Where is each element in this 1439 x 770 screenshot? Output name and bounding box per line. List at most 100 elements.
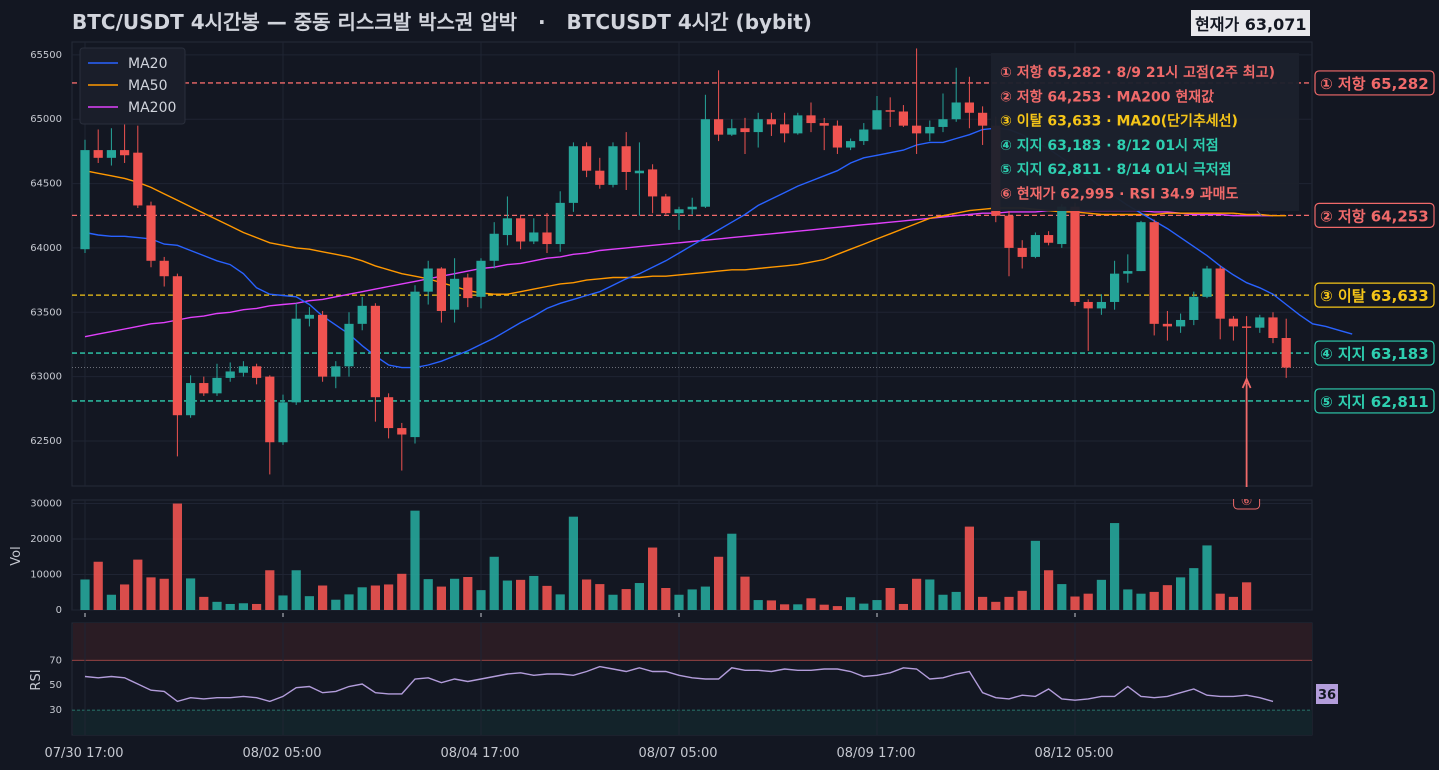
candle-body [397,428,407,435]
volume-bar [450,578,460,610]
candle-body [159,260,169,277]
rsi-axis-label: RSI [29,669,44,690]
volume-bar [291,570,301,610]
candle-body [331,366,341,377]
candle-body [555,202,565,245]
price-tick-label: 64500 [30,179,62,190]
volume-bar [898,603,908,610]
volume-bar [872,600,882,610]
volume-bar [991,601,1001,610]
candle-body [1242,326,1252,328]
level-tag-label: ① 저항 65,282 [1320,75,1429,93]
candle-body [1096,301,1106,309]
candle-body [634,170,644,174]
candle-body [1281,338,1291,368]
candle-body [780,124,790,134]
volume-bar [423,579,433,610]
volume-bar [1057,584,1067,610]
rsi-tick-label: 70 [49,655,62,666]
candle-body [1057,206,1067,245]
volume-bar [793,604,803,610]
candle-body [687,206,697,210]
volume-bar [278,595,288,610]
volume-tick-label: 20000 [30,534,62,545]
candle-body [476,260,486,297]
candle-body [1268,317,1278,338]
candle-body [727,128,737,135]
candle-body [1070,206,1080,302]
candle-body [542,232,552,245]
candle-body [898,111,908,126]
candle-body [925,126,935,134]
candle-body [595,170,605,185]
candle-body [436,268,446,311]
candle-body [238,366,248,373]
candle-body [872,110,882,130]
price-tick-label: 64000 [30,243,62,254]
candle-body [1110,273,1120,302]
candle-body [410,291,420,438]
legend-label-ma20: MA20 [128,56,167,72]
volume-bar [859,603,869,610]
annotation-panel: ① 저항 65,282 · 8/9 21시 고점(2주 최고) ② 저항 64,2… [991,53,1299,217]
volume-bar [753,600,763,610]
volume-bar [568,516,578,610]
volume-bar [951,591,961,610]
candle-body [384,397,394,429]
volume-bar [1162,585,1172,610]
volume-bar [978,596,988,610]
legend-box [79,47,186,125]
volume-bar [370,585,380,610]
volume-bar [634,583,644,610]
volume-bar [1083,593,1093,610]
volume-bar [1215,593,1225,610]
volume-bar [832,606,842,610]
level-tag-4: ④ 지지 63,183 [1314,340,1435,366]
annotation-pointer [1256,210,1263,217]
legend-label-ma50: MA50 [128,78,167,94]
volume-bar [225,603,235,610]
volume-bar [357,587,367,610]
candle-body [1202,268,1212,297]
volume-axis-label: Vol [9,546,24,565]
volume-tick-label: 0 [56,605,62,616]
annotation-item-5: ⑤ 지지 62,811 · 8/14 01시 극저점 [1000,161,1232,178]
candle-body [225,371,235,378]
volume-bar [1110,523,1120,610]
candle-body [502,218,512,236]
volume-bar [780,604,790,610]
candle-body [964,102,974,113]
time-tick-label: 08/07 05:00 [638,746,717,761]
candle-body [766,119,776,125]
ma20-line [84,127,1353,369]
volume-bar [555,594,565,610]
candle-body [582,146,592,171]
rsi-line [84,665,1274,703]
level-tag-box [1314,282,1435,308]
candle-body [700,119,710,207]
level-tag-box [1314,388,1435,414]
level-tag-3: ③ 이탈 63,633 [1314,282,1435,308]
volume-bar [1004,596,1014,610]
candle-body [938,119,948,127]
candle-body [859,129,869,142]
price-tick-label: 63000 [30,372,62,383]
price-tick-label: 65000 [30,114,62,125]
candle-body [648,169,658,197]
candle-body [212,377,222,394]
level-tag-5: ⑤ 지지 62,811 [1314,388,1435,414]
candle-body [529,232,539,242]
annotation-item-6: ⑥ 현재가 62,995 · RSI 34.9 과매도 [1000,187,1238,203]
candle-body [357,305,367,324]
rsi-overbought-zone [73,623,1312,661]
candle-body [978,112,988,126]
candle-body [450,278,460,310]
panel-frame-0 [71,41,1313,487]
volume-bar [159,578,169,610]
candle-body [463,277,473,299]
volume-bar [1017,590,1027,610]
candle-body [1044,235,1054,243]
volume-bar [1030,540,1040,610]
level-tag-box [1314,70,1435,96]
